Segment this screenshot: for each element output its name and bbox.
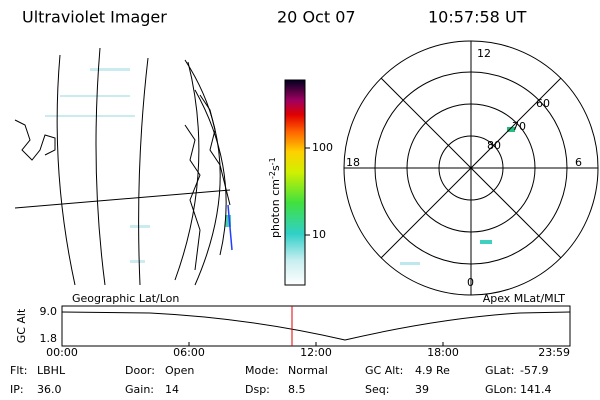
time: 10:57:58 UT — [428, 8, 527, 27]
geographic-map — [14, 47, 233, 286]
colorbar-tick: 10 — [312, 228, 326, 241]
mlt-label: 6 — [575, 156, 582, 169]
field-label: Mode: — [245, 364, 279, 377]
field-label: GLon: — [485, 383, 517, 396]
footer: Flt: LBHL Door: Open Mode: Normal GC Alt: 4.9 R… — [10, 364, 552, 396]
colorbar: 100 10 photon cm-2s-1 — [268, 79, 333, 286]
lat-label: 70 — [512, 120, 526, 133]
colorbar-label: photon cm-2s-1 — [268, 157, 283, 238]
x-tick-label: 06:00 — [173, 346, 205, 359]
y-tick-label: 1.8 — [40, 332, 58, 345]
mlt-label: 18 — [346, 156, 360, 169]
field-value: Open — [165, 364, 194, 377]
timeline-title: Geographic Lat/Lon — [72, 292, 179, 305]
timeline-title: Apex MLat/MLT — [483, 292, 566, 305]
field-label: GC Alt: — [365, 364, 403, 377]
lat-label: 60 — [536, 97, 550, 110]
field-value: Normal — [288, 364, 328, 377]
field-label: Door: — [125, 364, 155, 377]
field-value: 8.5 — [288, 383, 306, 396]
colorbar-tick: 100 — [312, 141, 333, 154]
mlt-label: 0 — [467, 276, 474, 289]
lat-label: 80 — [487, 139, 501, 152]
date: 20 Oct 07 — [277, 8, 356, 27]
field-value: 36.0 — [37, 383, 62, 396]
field-label: IP: — [10, 383, 24, 396]
y-tick-label: 9.0 — [40, 305, 58, 318]
field-label: GLat: — [485, 364, 514, 377]
x-tick-label: 00:00 — [46, 346, 78, 359]
field-value: 14 — [165, 383, 179, 396]
field-value: -57.9 — [520, 364, 548, 377]
mlt-label: 12 — [477, 47, 491, 60]
field-label: Gain: — [125, 383, 154, 396]
x-tick-label: 23:59 — [538, 346, 570, 359]
x-tick-label: 12:00 — [300, 346, 332, 359]
field-label: Seq: — [365, 383, 389, 396]
field-label: Dsp: — [245, 383, 270, 396]
field-value: 141.4 — [520, 383, 552, 396]
field-value: LBHL — [37, 364, 66, 377]
x-tick-label: 18:00 — [427, 346, 459, 359]
y-axis-label: GC Alt — [15, 308, 28, 343]
field-label: Flt: — [10, 364, 27, 377]
timeline: Geographic Lat/Lon Apex MLat/MLT GC Alt … — [15, 292, 571, 359]
polar-plot: 12 18 6 0 60 70 80 — [343, 40, 599, 296]
field-value: 39 — [415, 383, 429, 396]
field-value: 4.9 Re — [415, 364, 450, 377]
instrument: Ultraviolet Imager — [22, 8, 167, 27]
